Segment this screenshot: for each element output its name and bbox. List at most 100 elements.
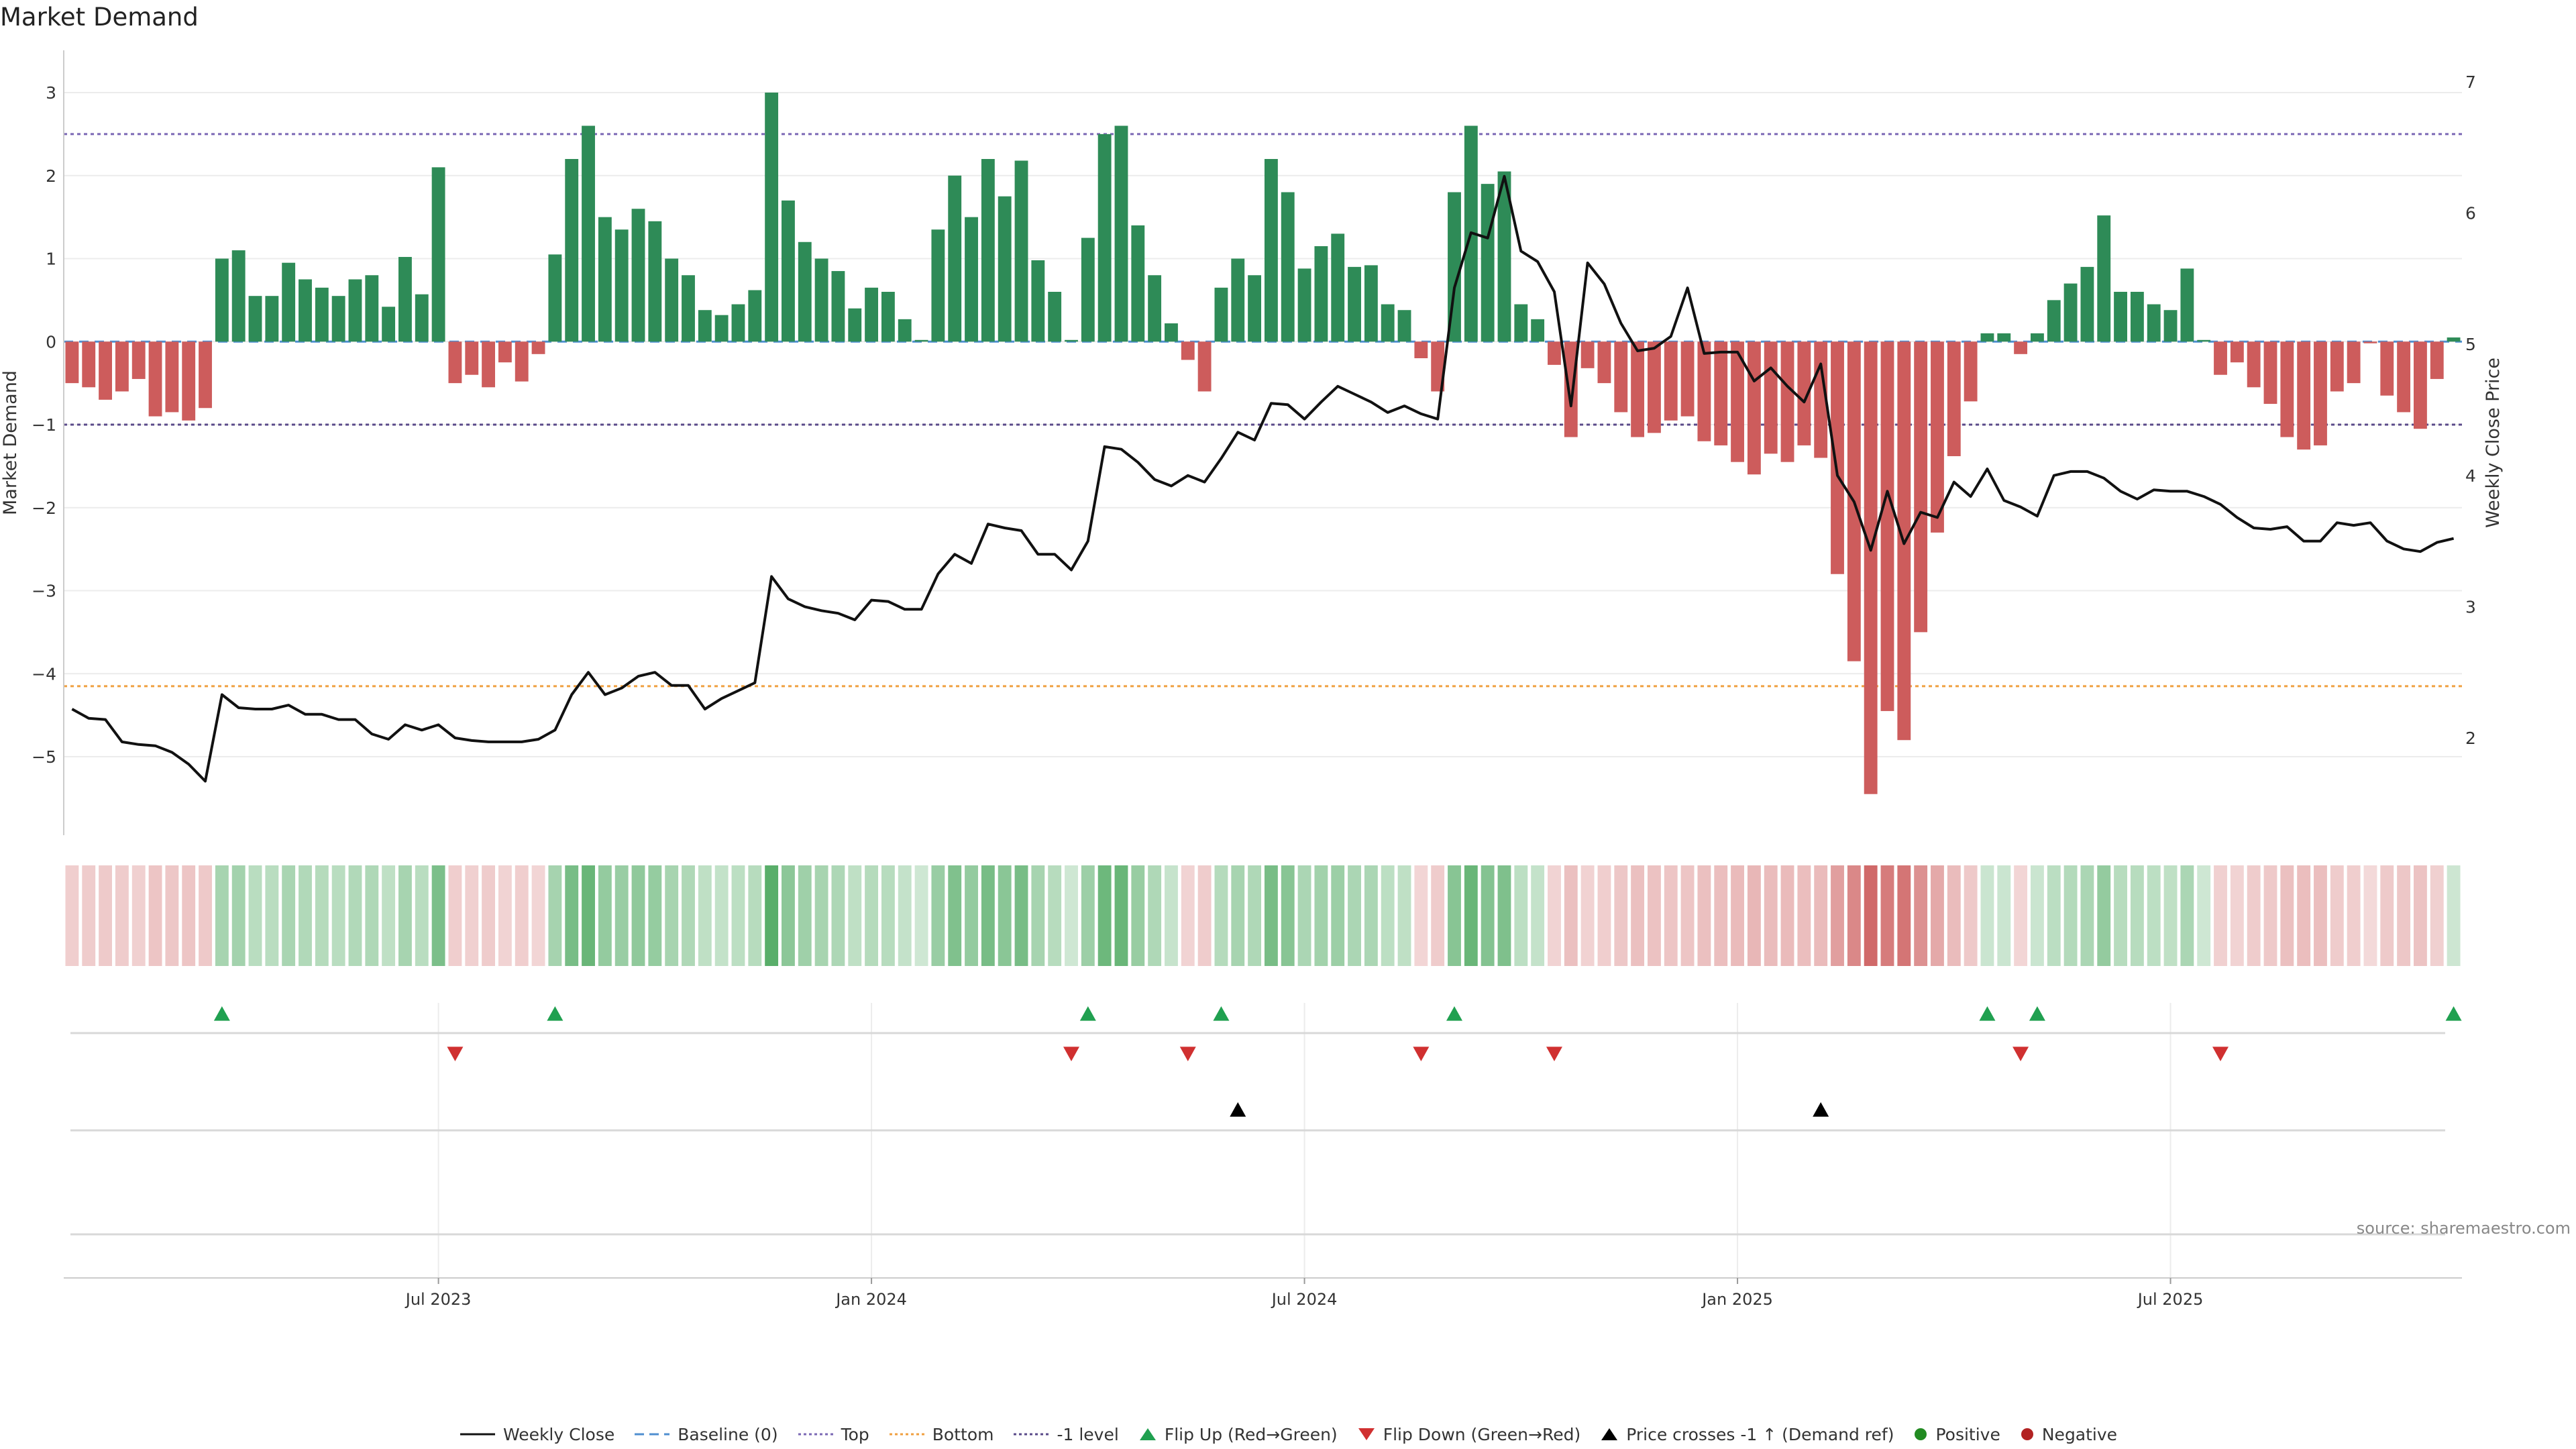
strip-cell bbox=[1814, 865, 1828, 966]
y2-tick-label: 3 bbox=[2465, 597, 2476, 616]
demand-bar bbox=[2397, 341, 2411, 413]
demand-bar bbox=[1597, 341, 1611, 384]
strip-cell bbox=[1248, 865, 1262, 966]
demand-bar bbox=[598, 217, 612, 342]
strip-cell bbox=[448, 865, 462, 966]
x-tick-label: Jan 2024 bbox=[835, 1290, 907, 1309]
strip-cell bbox=[2414, 865, 2427, 966]
strip-cell bbox=[831, 865, 845, 966]
y-tick-label: 3 bbox=[46, 83, 56, 103]
strip-cell bbox=[1780, 865, 1794, 966]
strip-cell bbox=[231, 865, 246, 966]
strip-cell bbox=[614, 865, 629, 966]
circle-icon bbox=[1915, 1428, 1927, 1440]
strip-cell bbox=[631, 865, 645, 966]
cross-marker bbox=[1813, 1102, 1829, 1117]
strip-cell bbox=[981, 865, 995, 966]
strip-cell bbox=[1148, 865, 1162, 966]
strip-cell bbox=[2197, 865, 2211, 966]
demand-bar bbox=[1548, 341, 1561, 365]
demand-bar bbox=[515, 341, 529, 382]
strip-cell bbox=[2130, 865, 2144, 966]
demand-bar bbox=[2363, 341, 2377, 343]
demand-bar bbox=[2380, 341, 2394, 396]
strip-cell bbox=[2380, 865, 2394, 966]
demand-bar bbox=[831, 271, 845, 342]
demand-bar bbox=[431, 167, 445, 342]
circle-icon bbox=[2021, 1428, 2033, 1440]
demand-bar bbox=[248, 296, 262, 342]
strip-cell bbox=[2263, 865, 2277, 966]
demand-bar bbox=[265, 296, 279, 342]
demand-bar bbox=[1264, 159, 1278, 342]
demand-bar bbox=[482, 341, 496, 388]
strip-cell bbox=[782, 865, 795, 966]
weekly-close-line bbox=[71, 174, 2455, 783]
strip-cell bbox=[2180, 865, 2194, 966]
strip-cell bbox=[131, 865, 146, 966]
strip-cell bbox=[1680, 865, 1695, 966]
strip-cell bbox=[1797, 865, 1811, 966]
demand-bar bbox=[2163, 310, 2178, 342]
demand-bar bbox=[448, 341, 462, 384]
y2-axis-label: Weekly Close Price bbox=[2483, 358, 2504, 528]
strip-cell bbox=[531, 865, 545, 966]
demand-bar bbox=[165, 341, 179, 413]
strip-cell bbox=[1231, 865, 1245, 966]
demand-bar bbox=[1065, 339, 1078, 342]
demand-bar bbox=[881, 292, 895, 342]
legend-label: Flip Up (Red→Green) bbox=[1164, 1424, 1338, 1444]
demand-bar bbox=[665, 258, 679, 342]
flip-up-marker bbox=[2029, 1006, 2045, 1021]
strip-cell bbox=[1747, 865, 1761, 966]
demand-bar bbox=[1664, 341, 1678, 421]
strip-cell bbox=[82, 865, 96, 966]
legend-label: Top bbox=[841, 1424, 869, 1444]
strip-cell bbox=[2297, 865, 2311, 966]
demand-bar bbox=[698, 310, 712, 342]
strip-cell bbox=[748, 865, 762, 966]
demand-bar bbox=[1997, 333, 2011, 342]
demand-bar bbox=[1864, 341, 1878, 794]
strip-cell bbox=[682, 865, 695, 966]
flip-down-marker bbox=[447, 1046, 464, 1061]
strip-cell bbox=[482, 865, 496, 966]
strip-cell bbox=[2030, 865, 2044, 966]
demand-bar bbox=[1631, 341, 1645, 437]
strip-cell bbox=[1897, 865, 1911, 966]
strip-cell bbox=[2114, 865, 2127, 966]
legend-item-top: Top bbox=[797, 1425, 869, 1444]
demand-bar bbox=[498, 341, 512, 363]
strip-cell bbox=[1631, 865, 1645, 966]
demand-bar bbox=[82, 341, 96, 388]
strip-cell bbox=[2314, 865, 2327, 966]
strip-cell bbox=[1614, 865, 1628, 966]
line-dotted-icon bbox=[889, 1433, 924, 1436]
strip-cell bbox=[1597, 865, 1611, 966]
strip-cell bbox=[398, 865, 412, 966]
demand-bar bbox=[931, 229, 945, 342]
demand-bar bbox=[99, 341, 112, 400]
demand-bar bbox=[365, 275, 379, 342]
demand-bar bbox=[748, 290, 762, 342]
demand-bar bbox=[299, 279, 312, 342]
strip-cell bbox=[1964, 865, 1978, 966]
legend-label: Positive bbox=[1935, 1424, 2000, 1444]
strip-cell bbox=[431, 865, 445, 966]
demand-bar bbox=[2097, 215, 2111, 342]
demand-bar bbox=[2430, 341, 2444, 379]
demand-bar bbox=[1248, 275, 1262, 342]
triangle-down-icon bbox=[1358, 1428, 1375, 1440]
axes: 3 2 1 0 −1 −2 −3 −4 −5 7 6 5 4 3 2 bbox=[32, 50, 2476, 835]
demand-bar bbox=[231, 250, 246, 342]
demand-bar bbox=[648, 221, 662, 342]
flip-down-marker bbox=[1546, 1046, 1562, 1061]
demand-bar bbox=[1381, 304, 1395, 342]
y-tick-label: 0 bbox=[46, 332, 56, 352]
strip-cell bbox=[2430, 865, 2444, 966]
demand-bar bbox=[548, 254, 562, 342]
flip-up-marker bbox=[547, 1006, 564, 1021]
demand-bar bbox=[1497, 171, 1511, 342]
strip-cell bbox=[582, 865, 595, 966]
strip-cell bbox=[2397, 865, 2411, 966]
